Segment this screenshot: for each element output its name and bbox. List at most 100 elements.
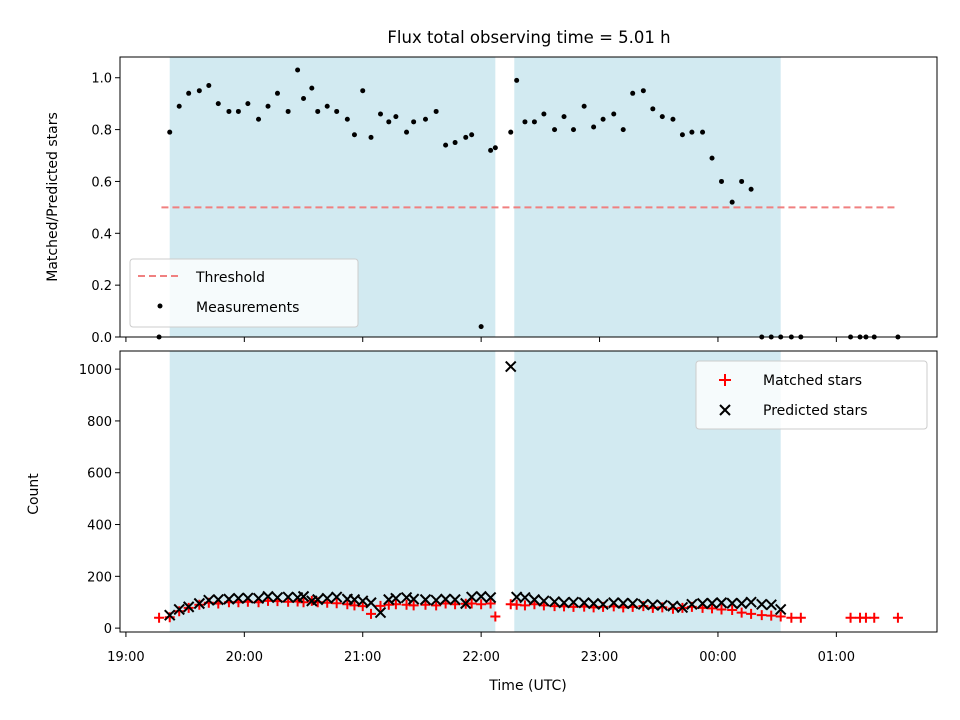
legend-threshold-label: Threshold bbox=[195, 270, 265, 286]
predicted-point bbox=[647, 599, 659, 611]
measurement-point bbox=[570, 127, 576, 133]
predicted-point bbox=[419, 593, 432, 606]
y-tick-label: 600 bbox=[87, 467, 112, 482]
measurement-point bbox=[368, 134, 374, 140]
x-tick-label: 00:00 bbox=[699, 650, 736, 665]
measurement-point bbox=[709, 155, 715, 161]
measurement-point bbox=[508, 129, 514, 135]
legend-measurements-label: Measurements bbox=[196, 300, 299, 316]
measurement-point bbox=[591, 124, 597, 130]
matched-point bbox=[736, 607, 747, 618]
predicted-point bbox=[173, 603, 185, 616]
matched-point bbox=[331, 598, 342, 609]
predicted-point bbox=[715, 597, 728, 609]
predicted-point bbox=[312, 593, 324, 606]
predicted-point bbox=[608, 597, 620, 609]
x-axis-label: Time (UTC) bbox=[488, 678, 566, 694]
measurement-point bbox=[422, 116, 428, 122]
predicted-point bbox=[390, 592, 402, 605]
matched-point bbox=[775, 611, 786, 622]
measurement-point bbox=[581, 103, 587, 109]
measurement-point bbox=[452, 140, 458, 146]
legend-predicted-label: Predicted stars bbox=[763, 403, 868, 419]
predicted-point bbox=[357, 595, 369, 607]
predicted-point bbox=[637, 598, 650, 610]
predicted-point bbox=[519, 591, 531, 604]
legend-measurements-swatch bbox=[157, 303, 163, 309]
measurement-point bbox=[301, 95, 307, 101]
matched-point bbox=[476, 599, 487, 610]
predicted-point bbox=[374, 606, 387, 619]
predicted-point bbox=[617, 597, 629, 609]
y-axis-ticks-top: 0.0 0.2 0.4 0.6 0.8 1.0 bbox=[91, 72, 120, 346]
measurement-point bbox=[630, 90, 636, 96]
matched-point bbox=[869, 612, 880, 623]
predicted-point bbox=[182, 601, 195, 613]
legend-bottom-frame bbox=[695, 360, 928, 430]
predicted-point bbox=[297, 590, 310, 603]
predicted-point bbox=[407, 593, 420, 605]
measurement-point bbox=[285, 108, 291, 114]
predicted-point bbox=[430, 594, 442, 606]
x-axis-ticks-bottom: 19:00 20:00 21:00 22:00 23:00 00:00 01:00 bbox=[107, 632, 855, 665]
measurement-point bbox=[659, 114, 665, 120]
measurement-point bbox=[739, 178, 745, 184]
measurement-point bbox=[404, 129, 410, 135]
measurement-point bbox=[351, 132, 357, 138]
measurement-point bbox=[215, 101, 221, 107]
matched-point bbox=[490, 611, 501, 622]
measurement-point bbox=[514, 77, 520, 83]
measurement-point bbox=[411, 119, 417, 125]
y-tick-label: 1000 bbox=[79, 363, 112, 378]
predicted-points bbox=[164, 360, 787, 621]
predicted-point bbox=[567, 596, 580, 608]
predicted-point bbox=[735, 597, 748, 610]
measurement-point bbox=[561, 114, 567, 120]
predicted-point bbox=[282, 591, 294, 603]
predicted-point bbox=[330, 591, 343, 603]
matched-point bbox=[766, 610, 777, 621]
measurement-point bbox=[235, 108, 241, 114]
measurement-point bbox=[469, 132, 475, 138]
measurement-point bbox=[315, 108, 321, 114]
y-axis-ticks-bottom: 0 200 400 600 800 1000 bbox=[79, 363, 120, 637]
predicted-point bbox=[686, 598, 698, 610]
y-tick-label: 400 bbox=[87, 519, 112, 534]
predicted-point bbox=[262, 590, 274, 603]
measurement-point bbox=[488, 147, 494, 153]
matched-point bbox=[845, 612, 856, 623]
matched-point bbox=[756, 610, 767, 621]
measurement-points bbox=[156, 67, 901, 340]
measurement-point bbox=[492, 145, 498, 151]
matched-point bbox=[707, 603, 718, 614]
measurement-point bbox=[689, 129, 695, 135]
plot-frame-top bbox=[119, 56, 938, 338]
matched-point bbox=[746, 608, 757, 619]
matched-point bbox=[357, 601, 368, 612]
matched-point bbox=[638, 601, 649, 612]
measurement-point bbox=[522, 119, 528, 125]
y-tick-label: 0.6 bbox=[91, 175, 112, 190]
measurement-point bbox=[226, 108, 232, 114]
matched-point bbox=[786, 612, 797, 623]
measurement-point bbox=[274, 90, 280, 96]
matched-point bbox=[154, 612, 165, 623]
measurement-point bbox=[265, 103, 271, 109]
measurement-point bbox=[256, 116, 262, 122]
predicted-point bbox=[558, 597, 570, 609]
measurement-point bbox=[295, 67, 301, 73]
measurement-point bbox=[309, 85, 315, 91]
predicted-point bbox=[676, 601, 689, 614]
predicted-point bbox=[193, 597, 206, 610]
predicted-point bbox=[484, 591, 497, 604]
measurement-point bbox=[670, 116, 676, 122]
x-tick-label: 23:00 bbox=[581, 650, 618, 665]
matched-point bbox=[795, 612, 806, 623]
matched-point bbox=[375, 600, 386, 611]
predicted-point bbox=[271, 591, 284, 604]
measurement-point bbox=[433, 108, 439, 114]
predicted-point bbox=[505, 360, 517, 373]
y-tick-label: 0 bbox=[104, 622, 112, 637]
predicted-point bbox=[597, 598, 609, 610]
